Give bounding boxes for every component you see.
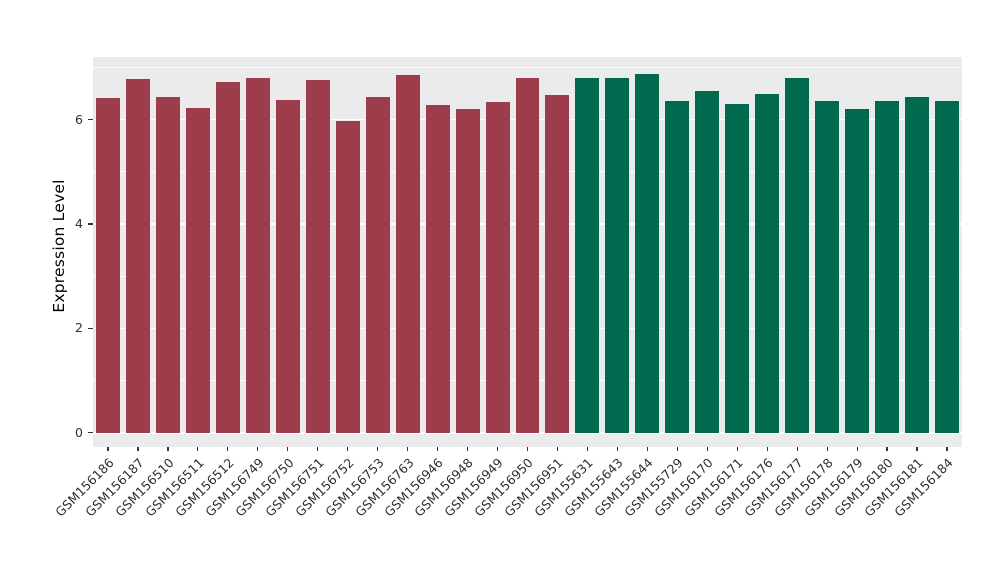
bar-GSM155643: [605, 77, 630, 433]
x-tick-mark: [766, 447, 768, 451]
x-tick-mark: [526, 447, 529, 451]
y-tick-label: 4: [75, 216, 83, 232]
bar-GSM156751: [305, 80, 330, 433]
bar-GSM156511: [185, 108, 210, 433]
gridline-minor: [93, 67, 962, 68]
bar-GSM156180: [875, 100, 900, 433]
y-axis-title: Expression Level: [50, 179, 68, 313]
bar-GSM155644: [635, 74, 660, 433]
x-tick-mark: [916, 447, 918, 451]
gridline-major: [93, 432, 962, 434]
x-tick-mark: [167, 447, 169, 451]
x-tick-mark: [107, 447, 109, 451]
bar-GSM156176: [755, 94, 780, 433]
x-tick-mark: [946, 447, 948, 451]
x-tick-mark: [496, 447, 499, 451]
bar-GSM156177: [785, 78, 810, 433]
bar-GSM156170: [695, 91, 720, 433]
bar-GSM156948: [455, 109, 480, 433]
bar-GSM156512: [215, 81, 240, 433]
x-tick-mark: [227, 447, 229, 451]
x-tick-mark: [556, 447, 559, 451]
bar-GSM156186: [95, 97, 120, 433]
y-tick-mark: [88, 223, 93, 225]
x-tick-mark: [437, 447, 439, 451]
x-tick-mark: [586, 447, 589, 451]
x-tick-mark: [347, 447, 349, 451]
y-tick-mark: [88, 432, 93, 434]
x-tick-mark: [856, 447, 858, 451]
x-tick-mark: [616, 447, 618, 451]
x-tick-mark: [796, 447, 798, 451]
bar-GSM156187: [125, 78, 150, 433]
x-tick-mark: [197, 447, 199, 451]
x-tick-mark: [137, 447, 139, 451]
y-tick-label: 0: [75, 424, 83, 440]
x-tick-mark: [706, 447, 708, 451]
x-tick-mark: [287, 447, 289, 451]
y-tick-mark: [88, 119, 93, 121]
bar-GSM156752: [335, 121, 360, 433]
x-tick-mark: [676, 447, 678, 451]
y-tick-label: 2: [75, 320, 83, 336]
bar-GSM156946: [425, 104, 450, 433]
bar-GSM156184: [935, 100, 959, 433]
bar-GSM156763: [395, 74, 420, 433]
bar-GSM156753: [365, 97, 390, 433]
bar-GSM156179: [845, 108, 870, 433]
x-tick-mark: [466, 447, 469, 451]
bar-GSM156178: [815, 100, 840, 433]
y-tick-mark: [88, 327, 93, 330]
bar-GSM156750: [275, 100, 300, 433]
x-tick-mark: [317, 447, 319, 451]
bar-GSM156951: [545, 95, 570, 433]
x-tick-mark: [377, 447, 379, 451]
bar-GSM155631: [575, 78, 600, 433]
x-tick-mark: [257, 447, 259, 451]
bar-GSM156171: [725, 103, 750, 433]
plot-panel: [93, 57, 962, 447]
bar-GSM156950: [515, 77, 540, 433]
x-tick-mark: [826, 447, 828, 451]
bar-GSM156510: [155, 97, 180, 433]
bar-GSM156749: [245, 77, 270, 433]
x-tick-mark: [736, 447, 738, 451]
y-tick-label: 6: [75, 111, 83, 127]
x-tick-mark: [407, 447, 409, 451]
bar-GSM156949: [485, 102, 510, 433]
bar-GSM155729: [665, 100, 690, 433]
x-tick-mark: [886, 447, 888, 451]
bar-GSM156181: [905, 97, 930, 433]
x-tick-mark: [646, 447, 648, 451]
